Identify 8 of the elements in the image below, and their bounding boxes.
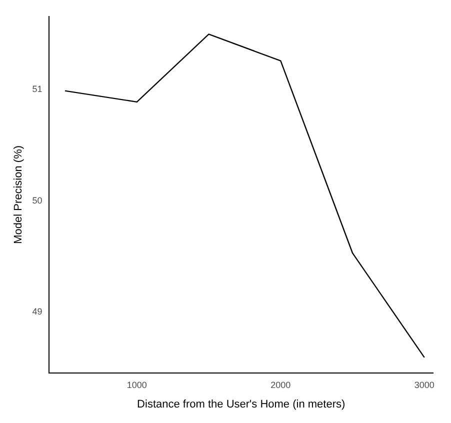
- x-tick-label: 2000: [270, 380, 291, 390]
- x-tick-label: 1000: [126, 380, 147, 390]
- y-axis-title: Model Precision (%): [12, 145, 25, 244]
- y-tick-label: 50: [32, 195, 42, 206]
- y-tick-label: 51: [32, 84, 42, 94]
- y-tick-label: 49: [32, 306, 42, 316]
- x-axis-title: Distance from the User's Home (in meters): [137, 398, 346, 410]
- x-tick-label: 3000: [414, 380, 434, 390]
